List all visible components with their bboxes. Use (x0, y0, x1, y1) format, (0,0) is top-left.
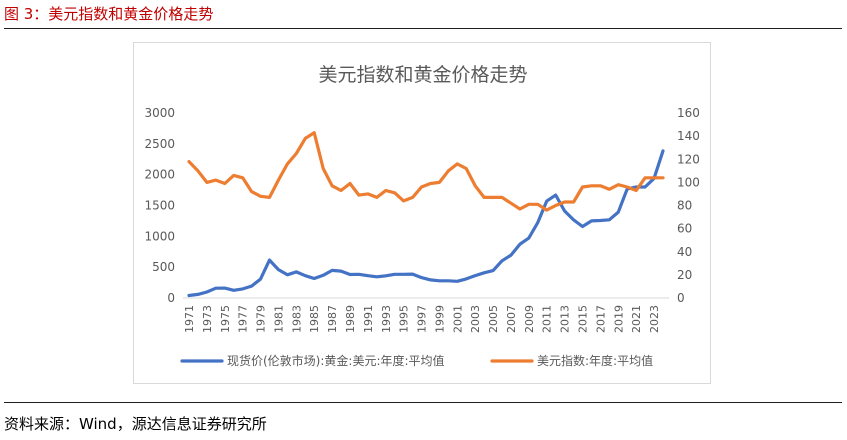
source-note: 资料来源：Wind，源达信息证券研究所 (4, 415, 267, 433)
x-tick-label: 1979 (255, 305, 268, 333)
y-right-tick-label: 40 (677, 245, 692, 259)
y-right-tick-label: 60 (677, 222, 692, 236)
x-tick-label: 1999 (433, 305, 446, 333)
x-tick-label: 1981 (272, 305, 285, 333)
y-right-tick-label: 20 (677, 268, 692, 282)
x-tick-label: 2007 (505, 305, 518, 333)
x-tick-label: 2003 (469, 305, 482, 333)
x-tick-label: 1991 (362, 305, 375, 333)
chart-frame: 美元指数和黄金价格走势 0 500 1000 1500 2000 2500 3000 0 20… (133, 42, 711, 384)
y-right-tick-labels: 0 20 40 60 80 100 120 140 160 (677, 106, 700, 305)
x-tick-label: 1973 (201, 305, 214, 333)
x-tick-label: 1985 (308, 305, 321, 333)
y-left-tick-label: 2500 (144, 137, 175, 151)
series-line-1 (187, 149, 665, 298)
figure-title: 图 3：美元指数和黄金价格走势 (4, 5, 214, 23)
x-tick-label: 1977 (237, 305, 250, 333)
y-left-tick-label: 2000 (144, 168, 175, 182)
y-left-tick-label: 500 (152, 260, 175, 274)
x-tick-label: 2009 (523, 305, 536, 333)
y-right-tick-label: 80 (677, 199, 692, 213)
y-left-tick-label: 0 (167, 291, 175, 305)
chart-svg: 美元指数和黄金价格走势 0 500 1000 1500 2000 2500 3000 0 20… (144, 64, 700, 368)
series-line-2 (187, 131, 665, 212)
y-left-tick-label: 3000 (144, 106, 175, 120)
x-tick-label: 1971 (183, 305, 196, 333)
x-tick-label: 2005 (487, 305, 500, 333)
x-tick-label: 2013 (559, 305, 572, 333)
y-right-tick-label: 160 (677, 106, 700, 120)
chart-title: 美元指数和黄金价格走势 (318, 64, 527, 86)
x-tick-label: 2021 (630, 305, 643, 333)
y-left-tick-labels: 0 500 1000 1500 2000 2500 3000 (144, 106, 175, 305)
x-tick-label: 1997 (416, 305, 429, 333)
y-right-tick-label: 140 (677, 129, 700, 143)
legend-label-2: 美元指数:年度:平均值 (537, 353, 653, 368)
x-tick-labels: 1971 1973 1975 1977 1979 1981 1983 1985 1987 1989… (183, 305, 661, 333)
x-tick-label: 2023 (648, 305, 661, 333)
x-tick-label: 2017 (594, 305, 607, 333)
x-tick-label: 1989 (344, 305, 357, 333)
x-tick-label: 2011 (541, 305, 554, 333)
y-left-tick-label: 1000 (144, 229, 175, 243)
y-right-tick-label: 100 (677, 175, 700, 189)
bottom-divider (4, 402, 842, 403)
series-lines (187, 131, 665, 298)
x-tick-label: 2001 (451, 305, 464, 333)
x-tick-label: 2015 (577, 305, 590, 333)
x-tick-label: 2019 (612, 305, 625, 333)
y-right-tick-label: 0 (677, 291, 685, 305)
x-tick-label: 1975 (219, 305, 232, 333)
legend: 现货价(伦敦市场):黄金:美元:年度:平均值 美元指数:年度:平均值 (180, 353, 653, 368)
x-tick-label: 1993 (380, 305, 393, 333)
top-divider (4, 28, 842, 29)
y-right-tick-label: 120 (677, 152, 700, 166)
legend-label-1: 现货价(伦敦市场):黄金:美元:年度:平均值 (227, 353, 445, 368)
y-left-tick-label: 1500 (144, 199, 175, 213)
x-tick-label: 1995 (398, 305, 411, 333)
x-tick-label: 1987 (326, 305, 339, 333)
x-tick-label: 1983 (290, 305, 303, 333)
